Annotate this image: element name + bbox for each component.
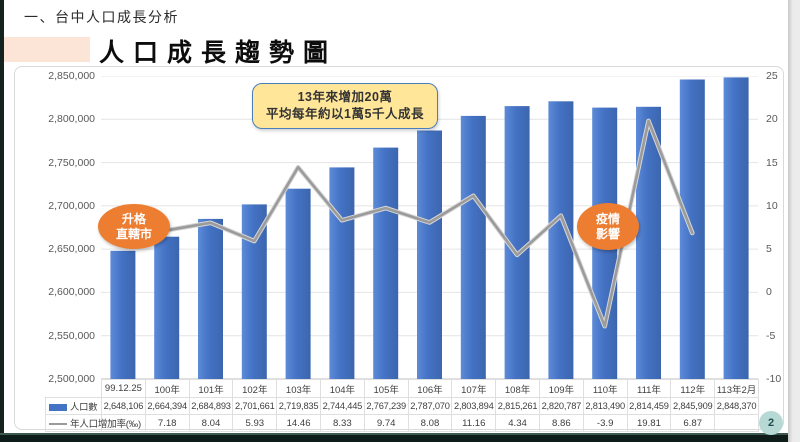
right-axis-tick: 5 [766, 243, 772, 256]
population-cell: 2,767,239 [363, 397, 409, 415]
population-cell: 2,815,261 [495, 397, 540, 415]
rate-cell: 8.04 [188, 414, 234, 432]
rate-cell: -3.9 [582, 414, 628, 432]
title-accent-rect [4, 37, 90, 62]
category-label: 99.12.25 [101, 379, 146, 398]
right-axis-tick: 0 [766, 286, 772, 299]
population-bar [198, 218, 223, 379]
right-axis-tick: 25 [766, 70, 778, 82]
right-gutter [788, 0, 800, 442]
population-chart-plot [101, 75, 758, 384]
population-legend-key-icon [49, 404, 67, 412]
right-value-axis: 25 20 15 10 5 0 -5 -10 [766, 70, 800, 385]
category-label: 105年 [363, 379, 409, 398]
category-label: 109年 [538, 379, 584, 398]
rate-cell [714, 414, 759, 432]
population-bar [373, 147, 399, 379]
category-label: 112年 [670, 379, 716, 398]
population-cell: 2,719,835 [276, 397, 321, 415]
covid-line2: 影響 [595, 226, 620, 241]
rate-cell: 19.81 [626, 414, 672, 432]
population-bar [110, 250, 136, 379]
population-cell: 2,648,106 [101, 397, 146, 415]
growth-note-line2: 平均每年約以1萬5千人成長 [266, 107, 424, 121]
chart-data-table: 99.12.25 100年 101年 102年 103年 104年 105年 106年 107年… [45, 379, 759, 432]
rate-legend-key-icon [49, 423, 67, 426]
right-axis-tick: -10 [766, 373, 782, 385]
rate-cell: 8.08 [407, 414, 453, 432]
population-cell: 2,684,893 [188, 397, 234, 415]
rate-cell: 14.46 [276, 414, 321, 432]
page-title: 人口成長趨勢圖 [99, 39, 338, 67]
section-header: 一、台中人口成長分析 [24, 9, 179, 25]
population-cell: 2,744,445 [319, 397, 365, 415]
growth-note-line1: 13年來增加20萬 [297, 90, 393, 104]
population-cell: 2,803,894 [451, 397, 497, 415]
left-axis-tick: 2,600,000 [48, 286, 95, 299]
category-label: 102年 [232, 379, 278, 398]
rate-cell: 4.34 [495, 414, 540, 432]
population-cell: 2,820,787 [538, 397, 584, 415]
legend-population: 人口數 [45, 397, 102, 415]
legend-rate: 年人口增加率(‰) [45, 414, 141, 432]
right-axis-tick: 10 [766, 199, 778, 212]
population-cell: 2,787,070 [407, 397, 453, 415]
population-cell: 2,701,661 [232, 397, 278, 415]
upgrade-line2: 直轄市 [115, 226, 152, 241]
municipality-upgrade-callout: 升格 直轄市 [98, 204, 170, 249]
covid-impact-callout: 疫情 影響 [577, 203, 639, 250]
population-bar [329, 167, 355, 379]
rate-cell: 11.16 [451, 414, 497, 432]
population-bar [723, 77, 749, 380]
category-label: 113年2月 [714, 379, 759, 398]
left-axis-tick: 2,750,000 [48, 156, 95, 169]
table-corner-cell [45, 379, 102, 398]
rate-line [165, 119, 694, 328]
upgrade-line1: 升格 [121, 211, 146, 226]
left-border-stripe [0, 0, 4, 442]
covid-line1: 疫情 [595, 211, 620, 226]
left-axis-tick: 2,650,000 [48, 243, 95, 256]
rate-cell: 9.74 [363, 414, 409, 432]
page-number-badge: 2 [759, 411, 783, 435]
rate-cell: 7.18 [144, 414, 190, 432]
category-label: 107年 [451, 379, 497, 398]
population-bar [285, 188, 311, 379]
left-axis-tick: 2,700,000 [48, 199, 95, 212]
rate-cell: 5.93 [232, 414, 278, 432]
population-cell: 2,845,909 [670, 397, 716, 415]
population-bar [241, 204, 267, 379]
population-cell: 2,664,394 [144, 397, 190, 415]
population-cell: 2,848,370 [714, 397, 759, 415]
population-cell: 2,813,490 [582, 397, 628, 415]
category-label: 104年 [319, 379, 365, 398]
population-bar [154, 236, 180, 379]
rate-cell: 8.33 [319, 414, 365, 432]
population-bar [460, 115, 486, 380]
left-value-axis: 2,850,000 2,800,000 2,750,000 2,700,000 2,65… [17, 70, 95, 385]
left-axis-tick: 2,850,000 [48, 70, 95, 82]
category-label: 106年 [407, 379, 453, 398]
right-axis-tick: 20 [766, 113, 778, 126]
category-label: 111年 [626, 379, 672, 398]
category-label: 108年 [495, 379, 540, 398]
growth-note-callout: 13年來增加20萬 平均每年約以1萬5千人成長 [252, 83, 438, 129]
right-axis-tick: -5 [766, 329, 776, 342]
category-label: 110年 [582, 379, 628, 398]
population-bar [417, 130, 442, 379]
rate-cell: 6.87 [670, 414, 716, 432]
category-label: 103年 [276, 379, 321, 398]
category-label: 101年 [188, 379, 234, 398]
left-axis-tick: 2,550,000 [48, 329, 95, 342]
left-axis-tick: 2,800,000 [48, 113, 95, 126]
rate-cell: 8.86 [538, 414, 584, 432]
right-axis-tick: 15 [766, 156, 778, 169]
population-cell: 2,814,459 [626, 397, 672, 415]
bottom-border-stripe [0, 433, 788, 442]
plot-svg [101, 75, 758, 380]
category-label: 100年 [144, 379, 190, 398]
